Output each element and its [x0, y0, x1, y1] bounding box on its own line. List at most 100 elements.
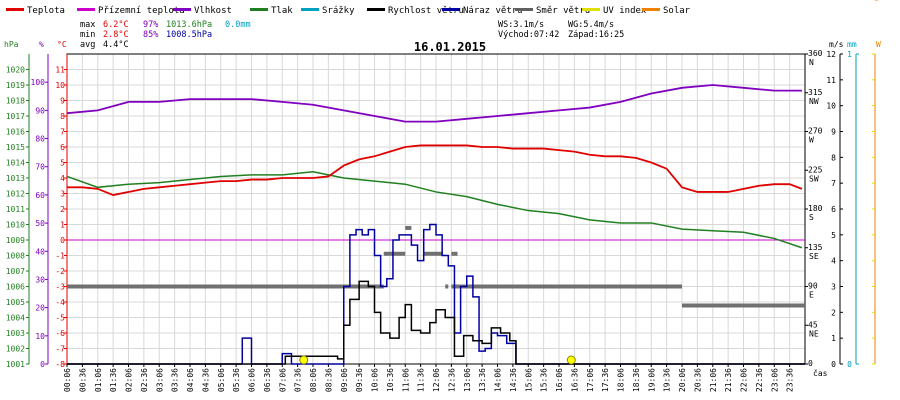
- x-tick-label: 12:06: [432, 368, 441, 392]
- pressure-axis-tick-label: 1004: [6, 314, 25, 323]
- sunrise-marker: [299, 355, 309, 365]
- series-gust: [67, 223, 805, 365]
- x-tick-label: 09:36: [355, 368, 364, 392]
- legend-label: Teplota: [27, 6, 65, 16]
- sunset-marker: [566, 355, 576, 365]
- wind-tick-label: 1: [831, 334, 836, 343]
- stats-block: max 6.2°C 97% 1013.6hPa 0.0mm min 2.8°C …: [80, 20, 624, 50]
- wind-tick-label: 10: [826, 102, 836, 111]
- series-humidity: [66, 84, 802, 123]
- axes: 1001100210031004100510061007100810091010…: [6, 0, 898, 369]
- legend-item-8: UV index: [582, 6, 647, 16]
- x-tick-label: 05:06: [217, 368, 226, 392]
- solar-tick-label: 1375: [879, 0, 898, 2]
- wind-tick-label: 12: [826, 50, 836, 59]
- avg-temp: 4.4°C: [103, 40, 129, 50]
- temperature-axis-tick-label: -7: [55, 345, 65, 354]
- x-tick-label: 15:06: [524, 368, 533, 392]
- humidity-axis-tick-label: 70: [35, 163, 45, 172]
- x-tick-label: 21:06: [709, 368, 718, 392]
- x-tick-label: 16:36: [570, 368, 579, 392]
- temperature-axis-tick-label: 5: [60, 159, 65, 168]
- humidity-axis-tick-label: 60: [35, 191, 45, 200]
- solar-tick-label: 500: [884, 0, 899, 2]
- humidity-axis-tick-label: 30: [35, 275, 45, 284]
- x-tick-label: 12:36: [447, 368, 456, 392]
- legend-item-4: Srážky: [301, 6, 355, 16]
- temperature-axis-tick-label: 8: [60, 112, 65, 121]
- legend-label: UV index: [603, 6, 647, 16]
- pressure-axis-tick-label: 1009: [6, 236, 25, 245]
- humidity-axis-tick-label: 80: [35, 135, 45, 144]
- unit-ms: m/s: [829, 40, 844, 49]
- pressure-axis-tick-label: 1012: [6, 190, 25, 199]
- x-tick-label: 11:36: [417, 368, 426, 392]
- solar-tick-label: 1500: [879, 0, 898, 2]
- x-tick-label: 01:36: [109, 368, 118, 392]
- x-tick-label: 22:36: [755, 368, 764, 392]
- avg-label: avg: [80, 40, 95, 50]
- sunset-stat: Západ:16:25: [568, 30, 624, 40]
- x-tick-label: 06:06: [248, 368, 257, 392]
- x-tick-label: 14:36: [509, 368, 518, 392]
- direction-compass-label: W: [809, 136, 814, 145]
- temperature-axis-tick-label: -3: [55, 283, 65, 292]
- rain-tick-label: 1: [847, 50, 852, 59]
- pressure-axis-tick-label: 1007: [6, 267, 25, 276]
- direction-tick-label: 225: [808, 165, 823, 174]
- solar-tick-label: 750: [884, 0, 899, 2]
- x-tick-label: 08:36: [324, 368, 333, 392]
- solar-tick-label: 1000: [879, 0, 898, 2]
- legend-swatch: [442, 8, 460, 11]
- x-tick-label: 11:06: [401, 368, 410, 392]
- x-tick-label: 20:06: [678, 368, 687, 392]
- x-tick-label: 19:06: [647, 368, 656, 392]
- temperature-axis-tick-label: 4: [60, 174, 65, 183]
- x-tick-label: 04:06: [186, 368, 195, 392]
- temperature-axis-tick-label: -1: [55, 252, 65, 261]
- solar-tick-label: 1125: [879, 0, 898, 2]
- pressure-axis-tick-label: 1003: [6, 329, 25, 338]
- solar-tick-label: 625: [884, 0, 899, 2]
- unit-degc: °C: [57, 40, 67, 49]
- x-tick-label: 18:06: [617, 368, 626, 392]
- x-tick-label: 21:36: [724, 368, 733, 392]
- legend-item-6: Náraz větru: [442, 6, 523, 16]
- solar-tick-label: 1250: [879, 0, 898, 2]
- direction-compass-label: SW: [809, 174, 819, 183]
- humidity-axis-tick-label: 50: [35, 219, 45, 228]
- pressure-axis-tick-label: 1019: [6, 81, 25, 90]
- wind-tick-label: 9: [831, 128, 836, 137]
- wind-gust-stat: WG:5.4m/s: [568, 20, 614, 30]
- x-tick-label: 02:36: [140, 368, 149, 392]
- humidity-axis-tick-label: 10: [35, 332, 45, 341]
- min-label: min: [80, 30, 95, 40]
- temperature-axis-tick-label: -8: [55, 360, 65, 369]
- temperature-axis-tick-label: 6: [60, 143, 65, 152]
- legend-label: Vlhkost: [194, 6, 232, 16]
- legend-item-2: Vlhkost: [173, 6, 232, 16]
- x-tick-label: 17:06: [586, 368, 595, 392]
- direction-tick-label: 90: [808, 282, 818, 291]
- solar-tick-label: 0: [893, 0, 898, 2]
- humidity-axis-tick-label: 100: [31, 78, 46, 87]
- max-label: max: [80, 20, 95, 30]
- legend: Teplota Přízemní teplota Vlhkost Tlak Sr…: [6, 6, 691, 16]
- x-tick-label: 05:36: [232, 368, 241, 392]
- pressure-axis-tick-label: 1001: [6, 360, 25, 369]
- x-tick-label: 03:36: [171, 368, 180, 392]
- wind-tick-label: 3: [831, 283, 836, 292]
- legend-label: Směr větru: [536, 6, 590, 16]
- solar-tick-label: 375: [884, 0, 899, 2]
- chart-title: 16.01.2015: [414, 40, 486, 54]
- temperature-axis-tick-label: -4: [55, 298, 65, 307]
- x-tick-label: 17:36: [601, 368, 610, 392]
- legend-item-9: Solar: [642, 6, 691, 16]
- max-hum: 97%: [143, 20, 158, 30]
- direction-compass-label: E: [809, 291, 814, 300]
- direction-tick-label: 45: [808, 320, 818, 329]
- x-tick-label: 18:36: [632, 368, 641, 392]
- min-temp: 2.8°C: [103, 30, 129, 40]
- max-pres: 1013.6hPa: [166, 20, 212, 30]
- temperature-axis-tick-label: -5: [55, 314, 65, 323]
